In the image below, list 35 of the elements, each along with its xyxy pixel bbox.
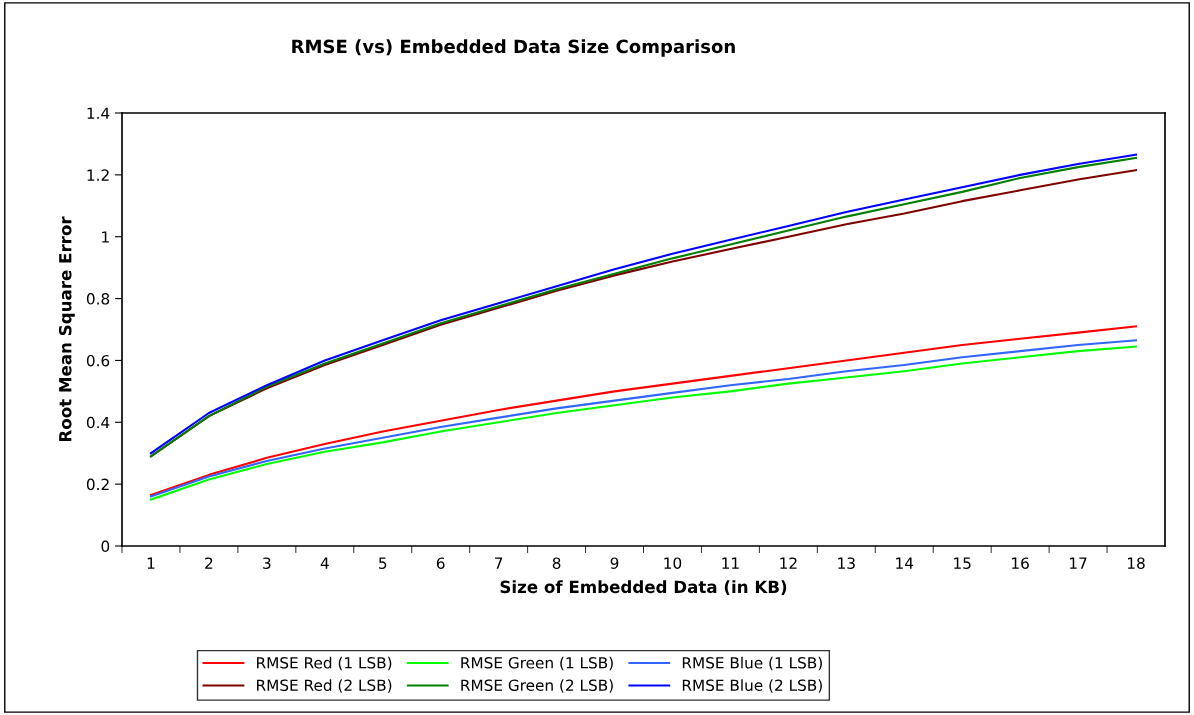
x-tick-label: 11 [722,557,739,569]
x-tick-label: 3 [263,557,271,569]
legend-label: RMSE Green (1 LSB) [461,656,613,671]
y-tick-label: 0.2 [86,478,109,491]
x-tick-label: 7 [495,557,503,569]
x-tick-label: 15 [954,557,971,569]
y-tick-label: 1 [102,231,109,243]
x-tick-label: 8 [552,557,561,569]
y-tick-label: 1.4 [87,107,110,119]
x-tick-label: 9 [610,557,619,569]
x-tick-label: 14 [896,557,914,569]
x-tick-label: 16 [1012,557,1029,569]
legend-label: RMSE Green (2 LSB) [461,679,613,693]
legend-label: RMSE Red (1 LSB) [257,656,392,671]
legend-label: RMSE Red (2 LSB) [257,679,392,693]
x-tick-label: 12 [780,557,797,569]
x-tick-label: 2 [205,557,213,569]
y-tick-label: 0.4 [86,416,110,429]
x-axis-title: Size of Embedded Data (in KB) [500,580,787,596]
y-tick-label: 0 [101,540,110,553]
x-tick-label: 10 [664,557,682,569]
y-tick-label: 0.6 [86,354,110,367]
x-tick-label: 18 [1127,557,1145,569]
x-tick-label: 17 [1070,557,1087,569]
x-tick-label: 6 [436,557,445,569]
x-tick-label: 1 [147,557,155,569]
y-tick-label: 0.8 [86,293,110,305]
x-tick-label: 4 [320,557,329,569]
y-tick-label: 1.2 [87,169,109,181]
legend-label: RMSE Blue (1 LSB) [682,656,822,671]
chart-title: RMSE (vs) Embedded Data Size Comparison [292,39,735,57]
x-tick-label: 5 [379,557,387,569]
y-axis-title: Root Mean Square Error [58,216,75,442]
x-tick-label: 13 [838,557,855,569]
legend-label: RMSE Blue (2 LSB) [682,679,822,693]
